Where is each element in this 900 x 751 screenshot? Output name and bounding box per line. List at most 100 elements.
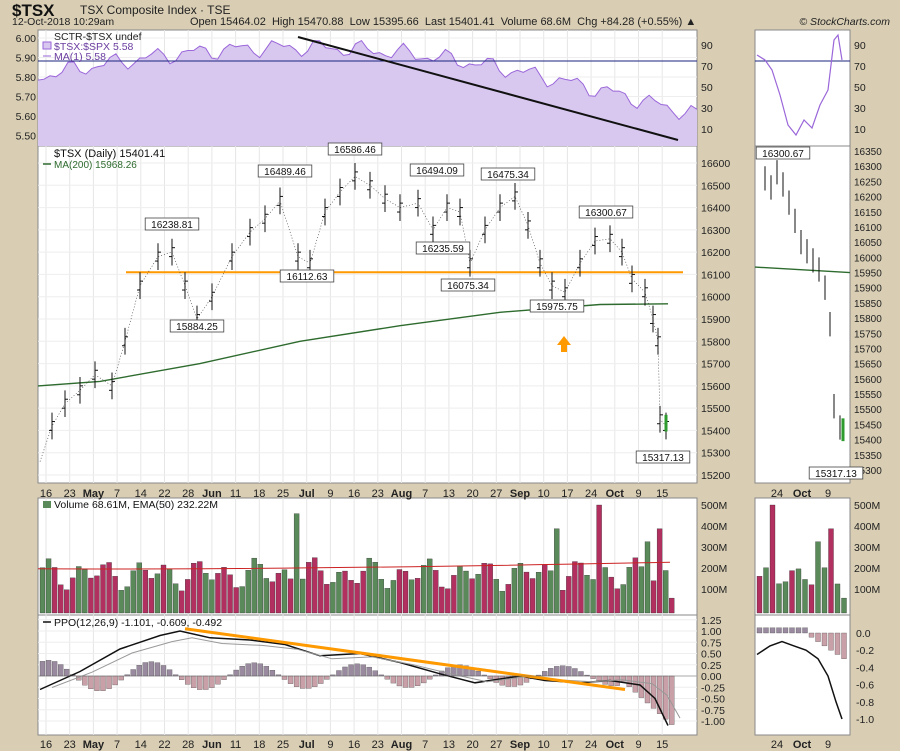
ppo-histogram-bar [650,675,657,709]
volume-bar-up [372,562,378,614]
ppo-signal-line [51,637,681,719]
x-tick-label: 10 [538,739,550,751]
x-tick-label: 28 [182,739,194,751]
mini-volume-bar [782,581,789,614]
ppo-histogram-bar [257,663,263,677]
x-tick-label: 16 [348,739,360,751]
volume-bar-down [414,578,421,614]
price-mini-right-tick: 16000 [854,253,882,264]
x-tick-label: 18 [253,488,265,500]
volume-bar-up [263,578,270,614]
volume-bar-up [124,586,130,614]
ppo-histogram-bar [306,675,312,689]
volume-bar-up [118,590,124,614]
x-tick-label: 9 [327,488,333,500]
mini-x-tick-label: Oct [793,739,812,751]
sctr-mini-right-tick: 70 [854,61,866,73]
x-tick-label: 16 [348,488,360,500]
x-tick-label: 15 [656,488,668,500]
volume-bar-up [378,579,384,614]
price-mini-right-tick: 15800 [854,314,882,325]
x-tick-label: 24 [585,739,597,751]
price-legend-2: MA(200) 15968.26 [54,160,137,171]
mini-x-tick-label: 9 [825,739,831,751]
x-tick-label: Jun [202,739,222,751]
ppo-mini-right-tick: -0.4 [856,662,874,674]
x-tick-label: 10 [538,488,550,500]
volume-bar-down [481,563,487,614]
sctr-left-tick: 6.00 [16,33,37,45]
mini-ppo-histogram-bar [782,627,789,634]
price-annotation-box [409,163,465,177]
volume-bar-down [227,574,233,614]
x-tick-label: 18 [253,739,265,751]
ppo-histogram-bar [94,675,100,691]
ppo-histogram-bar [348,664,354,677]
ppo-right-tick: -0.50 [701,694,725,706]
ppo-histogram-bar [408,675,415,688]
symbol-label: $TSX [12,1,55,20]
x-tick-label: 11 [230,739,241,751]
price-right-tick: 15500 [701,403,730,415]
volume-bar-up [384,588,391,614]
volume-bar-up [136,562,142,614]
volume-bar-down [445,588,451,614]
x-tick-label: Jul [299,739,315,751]
volume-bar-down [396,569,403,614]
volume-bar-up [457,565,463,614]
price-mini-right-tick: 15900 [854,284,882,295]
price-mini-right-tick: 16350 [854,147,882,158]
price-trace [39,176,667,462]
price-annotation: 15884.25 [176,322,218,333]
mini-x-tick-label: 24 [771,739,783,751]
ppo-histogram-bar [354,663,360,677]
mini-ppo-line [756,640,843,720]
ppo-histogram-bar [402,675,409,688]
volume-bar-down [487,563,493,614]
ohlc-readout: Open 15464.02 High 15470.88 Low 15395.66… [190,16,697,28]
volume-bar-down [342,570,348,614]
copyright: © StockCharts.com [799,16,890,28]
ppo-histogram-bar [160,665,167,677]
sctr-right-tick: 90 [701,40,713,52]
volume-bar-down [64,589,70,614]
x-tick-label: 14 [135,488,147,500]
ppo-histogram-bar [390,675,397,684]
volume-right-tick: 400M [701,521,727,533]
ppo-histogram-bar [554,666,560,677]
ppo-histogram-bar [203,675,209,690]
ppo-mini-right-tick: -0.2 [856,645,874,657]
ppo-histogram-bar [106,675,112,689]
mini-volume-bar [795,568,802,614]
ppo-mini-right-tick: -1.0 [856,714,874,726]
ppo-histogram-bar [487,675,493,680]
ppo-histogram-bar [100,675,106,691]
sctr-legend-1: SCTR-$TSX undef [54,31,142,43]
volume-bar-up [584,575,590,614]
volume-bar-up [166,568,173,614]
ppo-histogram-bar [197,675,203,690]
x-tick-label: 27 [490,739,502,751]
volume-bar-down [100,564,106,614]
mini-volume-bar [769,504,776,614]
price-annotation: 16489.46 [264,167,306,178]
sctr-legend-3: MA(1) 5.58 [54,51,106,63]
volume-bar-down [614,588,620,614]
sctr-mini-right-tick: 30 [854,103,866,115]
x-tick-label: 9 [327,739,333,751]
price-annotation-box [257,164,313,178]
volume-bar-down [360,570,366,614]
price-annotation: 16235.59 [422,244,464,255]
ppo-right-tick: 0.75 [701,637,722,649]
volume-bar-up [511,568,518,614]
price-annotation-box [578,205,634,219]
x-tick-label: Aug [391,739,412,751]
x-tick-label: 9 [635,488,641,500]
volume-bar-down [523,571,530,614]
price-mini-right-tick: 16200 [854,193,882,204]
volume-bar-up [45,558,52,614]
price-annotation: 16475.34 [487,170,529,181]
volume-bar-up [499,590,505,614]
ppo-trendline [184,627,626,691]
ppo-histogram-bar [154,662,161,677]
